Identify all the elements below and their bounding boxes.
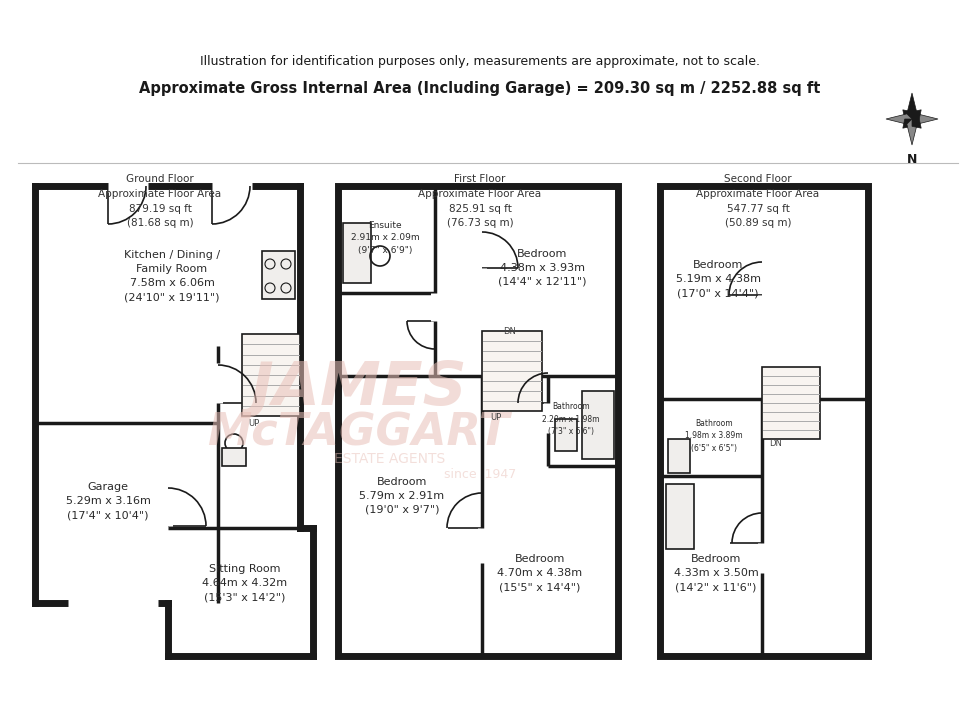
Text: DN: DN	[504, 326, 516, 336]
Text: Sitting Room
4.64m x 4.32m
(15'3" x 14'2"): Sitting Room 4.64m x 4.32m (15'3" x 14'2…	[203, 564, 287, 602]
Text: McTAGGART: McTAGGART	[207, 412, 509, 454]
Text: Bedroom
5.79m x 2.91m
(19'0" x 9'7"): Bedroom 5.79m x 2.91m (19'0" x 9'7")	[360, 477, 445, 515]
Text: Approximate Gross Internal Area (Including Garage) = 209.30 sq m / 2252.88 sq ft: Approximate Gross Internal Area (Includi…	[139, 80, 820, 95]
Bar	[555, 419, 577, 451]
Text: since  1947: since 1947	[444, 468, 516, 481]
Text: N: N	[906, 153, 917, 166]
Text: First Floor
Approximate Floor Area
825.91 sq ft
(76.73 sq m): First Floor Approximate Floor Area 825.9…	[418, 174, 542, 228]
Bar	[242, 334, 300, 416]
Bar	[482, 331, 542, 411]
Polygon shape	[35, 186, 313, 656]
Polygon shape	[912, 119, 921, 128]
Text: Garage
5.29m x 3.16m
(17'4" x 10'4"): Garage 5.29m x 3.16m (17'4" x 10'4")	[66, 482, 151, 520]
Text: Bedroom
5.19m x 4.38m
(17'0" x 14'4"): Bedroom 5.19m x 4.38m (17'0" x 14'4")	[675, 260, 760, 298]
Bar	[338, 186, 618, 656]
Text: Kitchen / Dining /
Family Room
7.58m x 6.06m
(24'10" x 19'11"): Kitchen / Dining / Family Room 7.58m x 6…	[123, 250, 220, 302]
Text: Bedroom
4.33m x 3.50m
(14'2" x 11'6"): Bedroom 4.33m x 3.50m (14'2" x 11'6")	[673, 554, 759, 592]
Text: JAMES: JAMES	[250, 360, 466, 419]
Polygon shape	[903, 109, 912, 119]
Text: Ensuite
2.91m x 2.09m
(9'7" x 6'9"): Ensuite 2.91m x 2.09m (9'7" x 6'9")	[351, 221, 419, 255]
Bar	[343, 223, 371, 283]
Text: UP: UP	[490, 414, 502, 422]
Text: Bathroom
1.98m x 3.89m
(6'5" x 6'5"): Bathroom 1.98m x 3.89m (6'5" x 6'5")	[685, 419, 743, 453]
Bar	[762, 367, 820, 439]
Bar	[582, 391, 614, 459]
Bar	[262, 251, 295, 299]
Text: Bedroom
4.38m x 3.93m
(14'4" x 12'11"): Bedroom 4.38m x 3.93m (14'4" x 12'11")	[498, 249, 586, 287]
Text: Bedroom
4.70m x 4.38m
(15'5" x 14'4"): Bedroom 4.70m x 4.38m (15'5" x 14'4")	[498, 554, 582, 592]
Polygon shape	[886, 114, 912, 124]
Polygon shape	[906, 119, 917, 145]
Text: Illustration for identification purposes only, measurements are approximate, not: Illustration for identification purposes…	[200, 55, 760, 68]
Text: ESTATE AGENTS: ESTATE AGENTS	[334, 452, 446, 466]
Polygon shape	[906, 93, 917, 119]
Bar	[666, 484, 694, 549]
Text: Second Floor
Approximate Floor Area
547.77 sq ft
(50.89 sq m): Second Floor Approximate Floor Area 547.…	[697, 174, 819, 228]
Polygon shape	[912, 114, 938, 124]
Text: Ground Floor
Approximate Floor Area
879.19 sq ft
(81.68 sq m): Ground Floor Approximate Floor Area 879.…	[98, 174, 221, 228]
Text: Bathroom
2.20m x 1.98m
(7'3" x 6'6"): Bathroom 2.20m x 1.98m (7'3" x 6'6")	[542, 402, 600, 436]
Polygon shape	[903, 119, 912, 128]
Text: DN: DN	[769, 439, 782, 449]
Polygon shape	[912, 109, 921, 119]
Bar	[660, 186, 868, 656]
Text: UP: UP	[248, 419, 260, 427]
Bar	[222, 448, 246, 466]
Bar	[668, 439, 690, 473]
